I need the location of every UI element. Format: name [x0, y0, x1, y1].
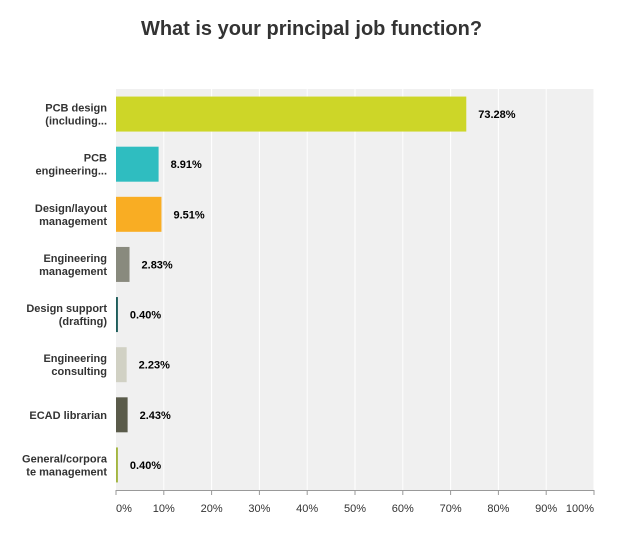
- chart-title: What is your principal job function?: [140, 18, 483, 40]
- bar: [116, 246, 130, 282]
- category-label: PCB design (including...: [45, 103, 107, 128]
- bar: [116, 347, 127, 383]
- value-label: 0.40%: [130, 310, 161, 322]
- value-label: 73.28%: [478, 109, 516, 121]
- bar: [116, 297, 118, 333]
- tick-label: 20%: [201, 503, 223, 515]
- category-label: Engineering management: [39, 253, 107, 278]
- bar: [116, 397, 128, 433]
- category-label: Engineering consulting: [43, 353, 107, 378]
- value-label: 8.91%: [171, 159, 202, 171]
- tick-label: 80%: [487, 503, 509, 515]
- value-label: 2.43%: [140, 410, 171, 422]
- bar: [116, 447, 118, 483]
- tick-label: 30%: [248, 503, 270, 515]
- tick-label: 40%: [296, 503, 318, 515]
- tick-label: 100%: [566, 503, 594, 515]
- tick-label: 0%: [116, 503, 132, 515]
- category-label: Design/layout management: [35, 203, 107, 228]
- tick-label: 90%: [535, 503, 557, 515]
- value-label: 9.51%: [173, 209, 204, 221]
- category-label: PCB engineering...: [35, 153, 107, 178]
- value-label: 2.23%: [139, 360, 170, 372]
- category-label: General/corpora te management: [22, 453, 108, 478]
- tick-label: 70%: [440, 503, 462, 515]
- category-labels: PCB design (including... PCB engineering...…: [22, 103, 108, 479]
- tick-label: 50%: [344, 503, 366, 515]
- value-label: 2.83%: [142, 259, 173, 271]
- bars: [116, 96, 467, 483]
- gridlines: [163, 89, 595, 490]
- x-axis-ticks: 0% 10% 20% 30% 40% 50% 60% 70% 80% 90% 100%: [115, 490, 595, 515]
- tick-label: 10%: [153, 503, 175, 515]
- category-label: Design support (drafting): [26, 303, 107, 328]
- bar: [116, 146, 159, 182]
- value-labels: 73.28% 8.91% 9.51% 2.83% 0.40% 2.23% 2.43% 0.40…: [130, 109, 516, 472]
- value-label: 0.40%: [130, 460, 161, 472]
- bar: [116, 196, 162, 232]
- bar: [116, 96, 467, 132]
- category-label: ECAD librarian: [29, 410, 107, 422]
- tick-label: 60%: [392, 503, 414, 515]
